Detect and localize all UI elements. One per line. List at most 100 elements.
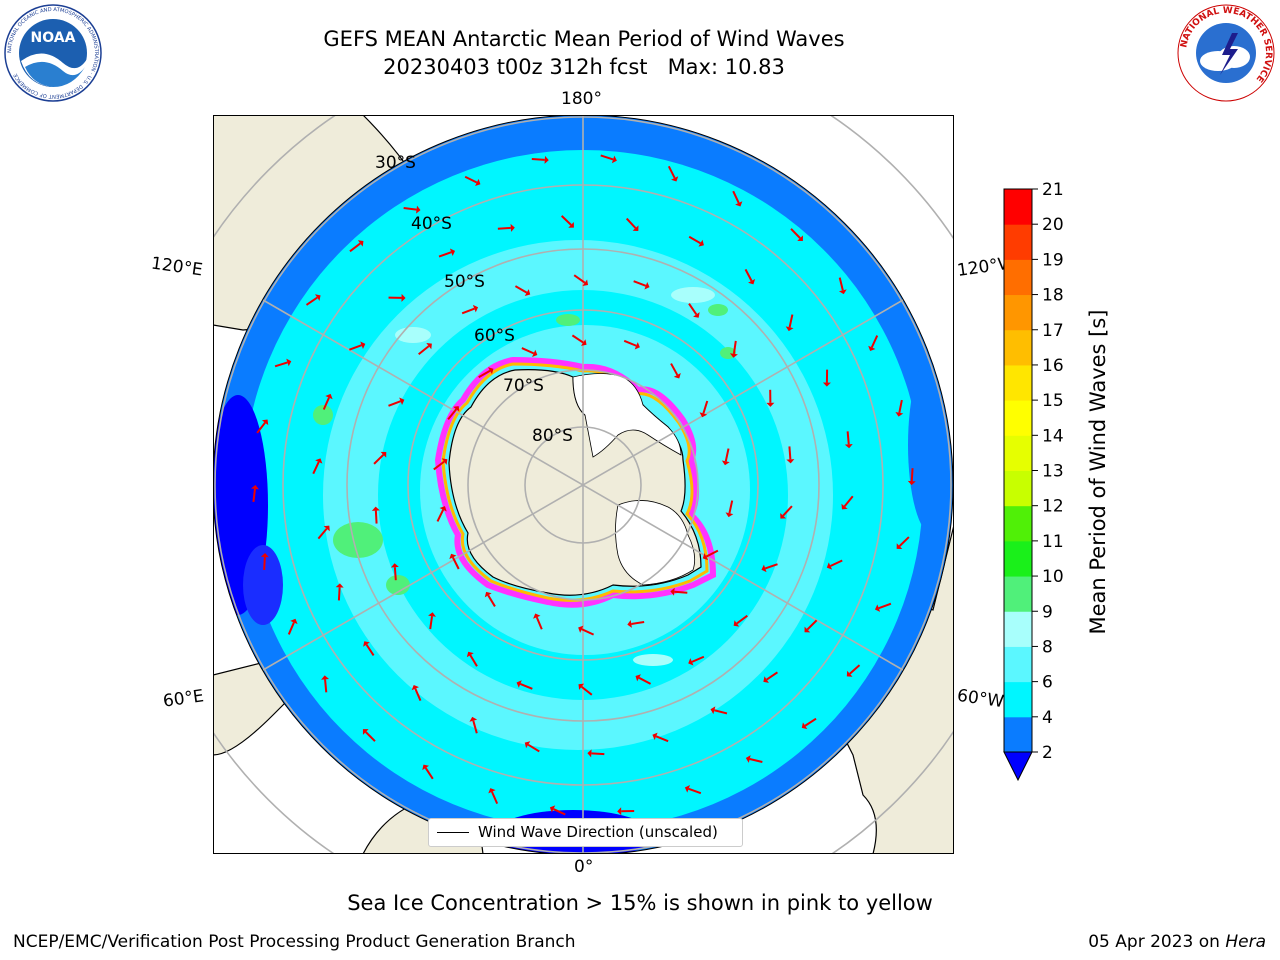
- wind-arrow-shaft: [287, 622, 295, 635]
- wind-arrow-head: [748, 279, 756, 285]
- wind-arrow-shaft: [782, 505, 793, 517]
- wind-arrow-head: [371, 506, 380, 511]
- wind-arrow-shaft: [469, 654, 478, 667]
- wind-arrow-shaft: [252, 488, 256, 502]
- wind-arrow-head: [357, 240, 364, 247]
- wind-arrow-shaft: [414, 688, 422, 702]
- wind-arrow-shaft: [324, 679, 328, 693]
- wind-arrow-shaft: [263, 556, 266, 571]
- wind-arrow-shaft: [688, 235, 701, 245]
- colorbar-block: [1004, 576, 1032, 612]
- svg-text:NOAA: NOAA: [31, 30, 76, 46]
- polar-map: 30°S 40°S 50°S 60°S 70°S 80°S 180° 0° 12…: [150, 89, 1016, 877]
- wind-arrow-head: [580, 339, 587, 346]
- lat-label-60s: 60°S: [474, 326, 515, 346]
- wind-arrow-head: [469, 716, 478, 722]
- wind-arrow-head: [426, 342, 432, 350]
- wind-arrow-head: [896, 543, 903, 549]
- sea-ice-note: Sea Ice Concentration > 15% is shown in …: [347, 891, 933, 915]
- wind-arrow-shaft: [322, 397, 330, 410]
- wind-arrow-shaft: [843, 495, 854, 507]
- colorbar-tick-label: 13: [1042, 462, 1064, 482]
- wind-arrow-shaft: [878, 602, 892, 610]
- colorbar-block: [1004, 646, 1032, 683]
- wind-arrow-shaft: [898, 536, 910, 547]
- wind-arrow-shaft: [702, 400, 709, 414]
- wind-arrow-shaft: [487, 594, 496, 607]
- noaa-logo: NOAA NATIONAL OCEANIC AND ATMOSPHERIC AD…: [4, 4, 102, 102]
- colorbar-tick-label: 19: [1042, 250, 1064, 270]
- wind-arrow-head: [321, 675, 330, 680]
- wind-arrow-head: [475, 178, 481, 187]
- wind-arrow-head: [516, 680, 522, 688]
- wind-arrow-shaft: [403, 207, 417, 211]
- wind-arrow-head: [684, 785, 690, 793]
- colorbar-tick-label: 2: [1042, 743, 1053, 763]
- wind-arrow-head: [315, 458, 323, 464]
- colorbar-block: [1004, 611, 1032, 647]
- wind-arrow-head: [786, 459, 795, 464]
- colorbar-block: [1004, 505, 1032, 542]
- map-legend: Wind Wave Direction (unscaled): [428, 818, 743, 847]
- colorbar-tick-label: 15: [1042, 391, 1064, 411]
- wind-arrow-shaft: [312, 461, 320, 475]
- wind-arrow-head: [524, 289, 531, 297]
- wind-arrow-head: [360, 341, 366, 349]
- wind-arrow-shaft: [497, 226, 511, 230]
- wind-arrow-head: [826, 562, 833, 570]
- wind-arrow-shaft: [514, 285, 528, 294]
- colorbar-block: [1004, 470, 1032, 507]
- wind-arrow-shaft: [732, 340, 737, 354]
- wind-arrow-head: [735, 201, 743, 207]
- chart-title: GEFS MEAN Antarctic Mean Period of Wind …: [323, 27, 845, 51]
- wind-arrow-shaft: [670, 363, 679, 376]
- wind-arrow-head: [822, 382, 831, 387]
- nws-logo: NATIONAL WEATHER SERVICE: [1177, 4, 1275, 102]
- wind-arrow-head: [488, 367, 494, 375]
- wind-arrow-head: [907, 480, 916, 486]
- wind-arrow-head: [841, 503, 848, 510]
- wind-arrow-shaft: [804, 717, 817, 727]
- wind-arrow-shaft: [365, 731, 376, 742]
- colorbar-block: [1004, 259, 1032, 296]
- wind-arrow-head: [484, 591, 492, 598]
- wind-arrow-head: [785, 326, 794, 332]
- wind-arrow-head: [617, 807, 622, 816]
- wind-arrow-shaft: [393, 567, 397, 581]
- colorbar-block: [1004, 435, 1032, 471]
- wind-arrow-shaft: [633, 280, 647, 287]
- wind-arrow-head: [670, 587, 675, 596]
- wind-arrow-shaft: [438, 251, 452, 258]
- wind-arrow-shaft: [623, 339, 637, 347]
- colorbar-tick-label: 11: [1042, 532, 1064, 552]
- colorbar-tick-label: 18: [1042, 286, 1064, 306]
- wind-arrow-shaft: [600, 154, 614, 161]
- colorbar-tick-label: 16: [1042, 356, 1064, 376]
- wind-arrow-shaft: [849, 664, 861, 675]
- wind-arrow-shaft: [274, 361, 288, 368]
- wind-arrow-head: [439, 506, 447, 512]
- colorbar-block: [1004, 189, 1032, 225]
- ice-shelf-ross: [572, 373, 682, 458]
- colorbar-block: [1004, 681, 1032, 718]
- colorbar-tick-label: 20: [1042, 215, 1064, 235]
- wind-arrow-shaft: [764, 563, 778, 570]
- wind-arrow-head: [286, 358, 292, 367]
- wind-arrow-head: [390, 563, 399, 568]
- wind-arrow-head: [363, 641, 370, 647]
- wind-arrow-shaft: [305, 296, 318, 306]
- wind-arrow-shaft: [790, 228, 801, 239]
- colorbar-block: [1004, 540, 1032, 577]
- wind-arrow-head: [846, 670, 853, 677]
- wind-arrow-shaft: [714, 709, 728, 715]
- wind-arrow-head: [290, 618, 298, 625]
- wind-arrow-shaft: [830, 559, 843, 567]
- wind-arrow-head: [895, 411, 904, 417]
- wind-arrow-head: [441, 458, 448, 465]
- wind-arrow-shaft: [744, 268, 753, 282]
- wind-arrow-head: [323, 525, 330, 532]
- wind-arrow-head: [549, 805, 556, 813]
- wind-arrow-head: [763, 676, 769, 683]
- wind-arrow-head: [428, 612, 436, 617]
- wind-arrow-shaft: [631, 620, 645, 625]
